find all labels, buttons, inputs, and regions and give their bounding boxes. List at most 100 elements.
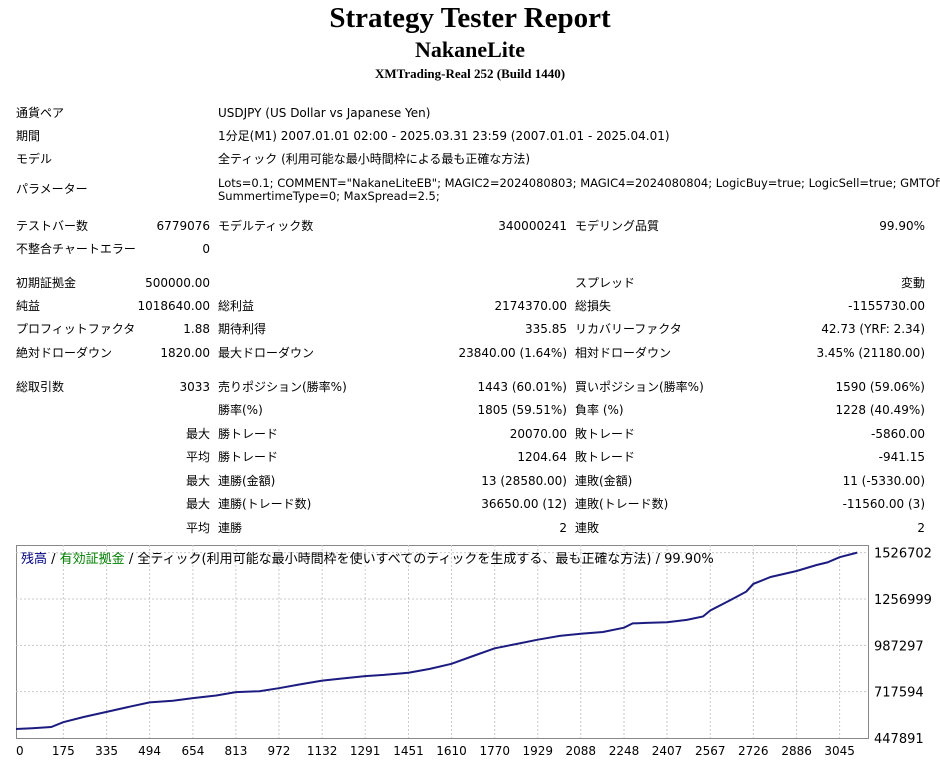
total-trades-label: 総取引数 <box>16 380 65 394</box>
x-tick-label: 494 <box>138 744 161 758</box>
quality-value: 99.90% <box>879 219 925 233</box>
report-title: Strategy Tester Report <box>329 2 611 34</box>
x-tick-label: 2886 <box>781 744 812 758</box>
max-label: 最大 <box>185 427 210 441</box>
x-tick-label: 175 <box>52 744 75 758</box>
avg-label: 平均 <box>185 450 210 464</box>
pair-value: USDJPY (US Dollar vs Japanese Yen) <box>218 106 431 120</box>
avg-consec-loss-label: 連敗 <box>575 521 600 535</box>
x-tick-label: 2407 <box>652 744 683 758</box>
total-trades-value: 3033 <box>179 380 210 394</box>
x-tick-label: 813 <box>224 744 247 758</box>
ticks-label: モデルティック数 <box>218 219 314 233</box>
balance-chart: 0 175 335 494 654 813 972 1132 1291 1451 1610 1770 1… <box>16 545 932 758</box>
gross-loss-label: 総損失 <box>575 299 612 313</box>
max-drawdown-label: 最大ドローダウン <box>218 346 315 360</box>
params-label: パラメーター <box>16 182 88 196</box>
quality-label: モデリング品質 <box>575 219 660 233</box>
x-tick-label: 2088 <box>565 744 596 758</box>
x-tick-label: 1451 <box>393 744 424 758</box>
consec-loss-count-label: 連敗(トレード数) <box>575 497 669 511</box>
consec-loss-amount-value: 11 (-5330.00) <box>842 474 925 488</box>
x-tick-label: 3045 <box>824 744 855 758</box>
loss-rate-value: 1228 (40.49%) <box>835 403 925 417</box>
abs-drawdown-label: 絶対ドローダウン <box>16 346 113 360</box>
consec-win-amount-label: 連勝(金額) <box>218 474 276 488</box>
x-tick-label: 2248 <box>609 744 640 758</box>
max-drawdown-value: 23840.00 (1.64%) <box>458 346 567 360</box>
recovery-factor-label: リカバリーファクタ <box>575 322 682 336</box>
mismatch-value: 0 <box>202 242 210 256</box>
avg-win-trade-label: 勝トレード <box>218 450 279 464</box>
abs-drawdown-value: 1820.00 <box>160 346 210 360</box>
deposit-value: 500000.00 <box>145 276 210 290</box>
win-rate-value: 1805 (59.51%) <box>477 403 567 417</box>
max-label: 最大 <box>185 474 210 488</box>
period-value: 1分足(M1) 2007.01.01 02:00 - 2025.03.31 23… <box>218 129 670 143</box>
legend-equity: 有効証拠金 <box>60 551 125 567</box>
avg-consec-win-label: 連勝 <box>218 521 243 535</box>
x-tick-label: 1929 <box>522 744 553 758</box>
bars-value: 6779076 <box>156 219 210 233</box>
grid-lines <box>16 545 868 738</box>
max-win-trade-label: 勝トレード <box>218 427 279 441</box>
avg-loss-trade-value: -941.15 <box>878 450 925 464</box>
report-body: Strategy Tester Report NakaneLite XMTrad… <box>16 2 940 535</box>
consec-loss-count-value: -11560.00 (3) <box>842 497 925 511</box>
legend-separator: / <box>47 552 60 567</box>
max-win-trade-value: 20070.00 <box>509 427 567 441</box>
gross-profit-value: 2174370.00 <box>494 299 567 313</box>
rel-drawdown-value: 3.45% (21180.00) <box>816 346 925 360</box>
server-info: XMTrading-Real 252 (Build 1440) <box>374 66 566 81</box>
x-tick-label: 1132 <box>307 744 338 758</box>
short-positions-label: 売りポジション(勝率%) <box>218 380 347 394</box>
short-positions-value: 1443 (60.01%) <box>477 380 567 394</box>
consec-win-count-value: 36650.00 (12) <box>481 497 567 511</box>
expected-payoff-label: 期待利得 <box>218 322 267 336</box>
avg-label: 平均 <box>185 521 210 535</box>
avg-win-trade-value: 1204.64 <box>517 450 567 464</box>
ticks-value: 340000241 <box>498 219 567 233</box>
gross-profit-label: 総利益 <box>218 299 255 313</box>
max-loss-trade-value: -5860.00 <box>871 427 925 441</box>
gross-loss-value: -1155730.00 <box>848 299 925 313</box>
y-tick-label: 717594 <box>874 686 924 701</box>
x-tick-label: 1291 <box>350 744 381 758</box>
params-line-2: SummertimeType=0; MaxSpread=2.5; <box>218 189 440 203</box>
legend-description: / 全ティック(利用可能な最小時間枠を使いすべてのティックを生成する、最も正確な… <box>125 551 714 567</box>
rel-drawdown-label: 相対ドローダウン <box>575 346 672 360</box>
x-tick-label: 972 <box>267 744 290 758</box>
long-positions-label: 買いポジション(勝率%) <box>575 380 704 394</box>
plot-frame <box>16 545 869 739</box>
x-tick-label: 0 <box>16 744 24 758</box>
net-profit-value: 1018640.00 <box>137 299 210 313</box>
x-tick-label: 1610 <box>436 744 467 758</box>
expert-name: NakaneLite <box>415 37 525 62</box>
mismatch-label: 不整合チャートエラー <box>16 242 136 256</box>
spread-value: 変動 <box>900 276 925 290</box>
model-label: モデル <box>16 152 53 166</box>
y-tick-labels: 447891 717594 987297 1256999 1526702 <box>874 547 932 747</box>
profit-factor-value: 1.88 <box>183 322 210 336</box>
avg-loss-trade-label: 敗トレード <box>575 450 636 464</box>
x-tick-label: 1770 <box>479 744 510 758</box>
pair-label: 通貨ペア <box>16 106 65 120</box>
x-tick-label: 654 <box>181 744 204 758</box>
x-tick-label: 335 <box>95 744 118 758</box>
long-positions-value: 1590 (59.06%) <box>835 380 925 394</box>
avg-consec-win-value: 2 <box>559 521 567 535</box>
x-tick-label: 2567 <box>695 744 726 758</box>
deposit-label: 初期証拠金 <box>16 276 77 290</box>
chart-legend: 残高 / 有効証拠金 / 全ティック(利用可能な最小時間枠を使いすべてのティック… <box>21 551 714 567</box>
y-tick-label: 987297 <box>874 639 924 654</box>
loss-rate-label: 負率 (%) <box>575 403 624 417</box>
params-line-1: Lots=0.1; COMMENT="NakaneLiteEB"; MAGIC2… <box>218 176 940 190</box>
max-label: 最大 <box>185 497 210 511</box>
y-tick-label: 447891 <box>874 732 924 747</box>
consec-loss-amount-label: 連敗(金額) <box>575 474 633 488</box>
y-tick-label: 1256999 <box>874 593 932 608</box>
net-profit-label: 純益 <box>16 299 41 313</box>
period-label: 期間 <box>16 129 41 143</box>
x-tick-label: 2726 <box>738 744 769 758</box>
win-rate-label: 勝率(%) <box>218 403 263 417</box>
